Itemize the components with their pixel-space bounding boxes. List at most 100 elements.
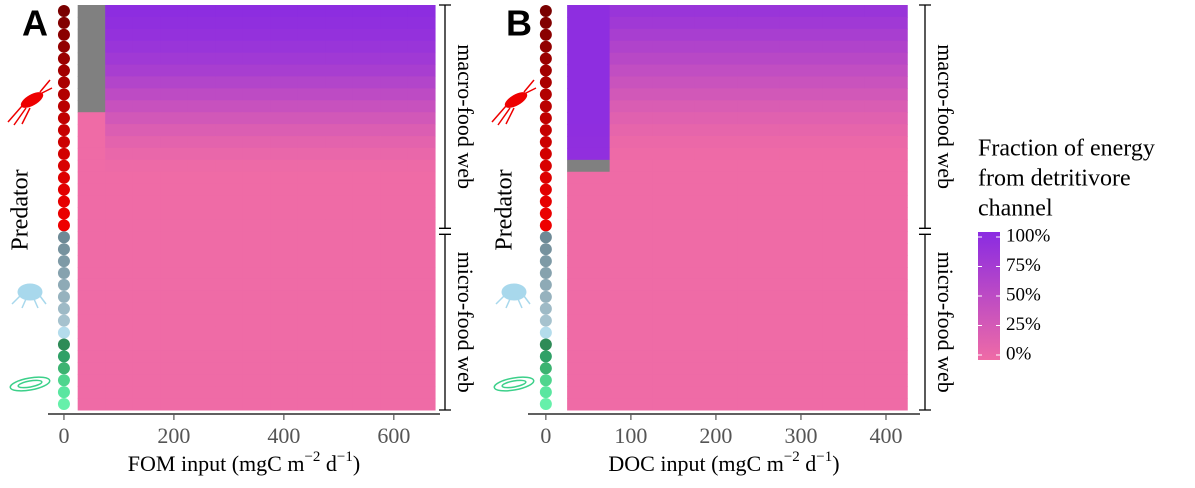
heat-cell [132, 76, 161, 89]
heat-cell [352, 290, 381, 304]
heat-cell [407, 326, 436, 340]
heat-cell [779, 350, 823, 363]
heat-cell [779, 147, 823, 161]
heat-cell [407, 386, 436, 399]
heat-cell [105, 302, 134, 316]
heat-cell [380, 350, 409, 363]
heat-cell [187, 171, 216, 185]
heat-cell [160, 195, 189, 208]
heat-cell [779, 64, 823, 77]
heat-cell [105, 278, 134, 292]
heat-cell [864, 302, 908, 316]
heat-cell [105, 88, 134, 101]
heat-cell [822, 64, 866, 77]
heat-cell [864, 290, 908, 304]
heat-cell [779, 219, 823, 232]
heat-cell [325, 88, 354, 101]
heat-cell [609, 171, 653, 185]
heat-cell [270, 40, 299, 54]
heat-cell [352, 207, 381, 220]
heat-cell [187, 386, 216, 399]
heat-cell [567, 136, 611, 149]
heat-cell [407, 255, 436, 268]
heat-cell [105, 5, 134, 18]
heat-cell [407, 100, 436, 113]
heat-cell [105, 16, 134, 30]
heat-cell [105, 207, 134, 220]
heat-cell [652, 290, 696, 304]
heat-cell [325, 326, 354, 340]
heat-cell [160, 5, 189, 18]
predator-dot [539, 112, 552, 125]
heat-cell [609, 5, 653, 18]
heat-cell [325, 374, 354, 387]
heat-cell [567, 219, 611, 232]
heat-cell [242, 255, 271, 268]
heat-cell [779, 171, 823, 185]
heat-cell [215, 147, 244, 161]
heat-cell [567, 16, 611, 30]
heat-cell [737, 267, 781, 280]
heat-cell [380, 147, 409, 161]
heat-cell [407, 219, 436, 232]
na-cell [77, 88, 106, 101]
heat-cell [822, 243, 866, 256]
heat-cell [407, 231, 436, 244]
predator-dot [539, 231, 552, 244]
heat-cell [609, 255, 653, 268]
heat-cell [779, 326, 823, 340]
heat-cell [694, 195, 738, 208]
predator-dot [57, 28, 70, 41]
heat-cell [270, 136, 299, 149]
heat-cell [160, 338, 189, 351]
heat-cell [215, 124, 244, 137]
heat-cell [325, 76, 354, 89]
heat-cell [132, 64, 161, 77]
heat-cell [352, 76, 381, 89]
heat-cell [105, 219, 134, 232]
mite-icon [495, 283, 531, 309]
predator-dot [539, 386, 552, 399]
heat-cell [352, 314, 381, 328]
heat-cell [694, 374, 738, 387]
predator-dot [539, 159, 552, 172]
predator-dot [57, 278, 70, 291]
heat-cell [352, 136, 381, 149]
predator-dot [539, 267, 552, 280]
heat-cell [567, 5, 611, 18]
predator-dot [539, 64, 552, 77]
group-label: macro-food web [453, 44, 478, 189]
x-tick-label: 300 [784, 423, 817, 448]
heat-cell [132, 326, 161, 340]
heat-cell [160, 147, 189, 161]
heat-cell [160, 100, 189, 113]
heat-cell [380, 374, 409, 387]
heat-cell [694, 147, 738, 161]
heat-cell [652, 350, 696, 363]
heat-cell [567, 326, 611, 340]
heat-cell [187, 52, 216, 66]
heat-cell [297, 112, 326, 125]
heat-cell [297, 124, 326, 137]
legend-tick-label: 25% [1006, 314, 1041, 335]
heat-cell [187, 136, 216, 149]
heat-cell [242, 278, 271, 292]
heat-cell [652, 243, 696, 256]
heat-cell [652, 100, 696, 113]
heat-cell [270, 362, 299, 375]
heat-cell [652, 159, 696, 173]
heat-cell [77, 302, 106, 316]
heat-cell [325, 159, 354, 173]
heat-cell [407, 362, 436, 375]
heat-cell [864, 52, 908, 66]
legend-tick-label: 100% [1006, 225, 1051, 246]
heat-cell [380, 64, 409, 77]
heat-cell [215, 195, 244, 208]
heat-cell [215, 159, 244, 173]
heat-cell [694, 314, 738, 328]
heat-cell [864, 374, 908, 387]
heat-cell [694, 88, 738, 101]
heat-cell [270, 231, 299, 244]
heat-cell [567, 40, 611, 54]
